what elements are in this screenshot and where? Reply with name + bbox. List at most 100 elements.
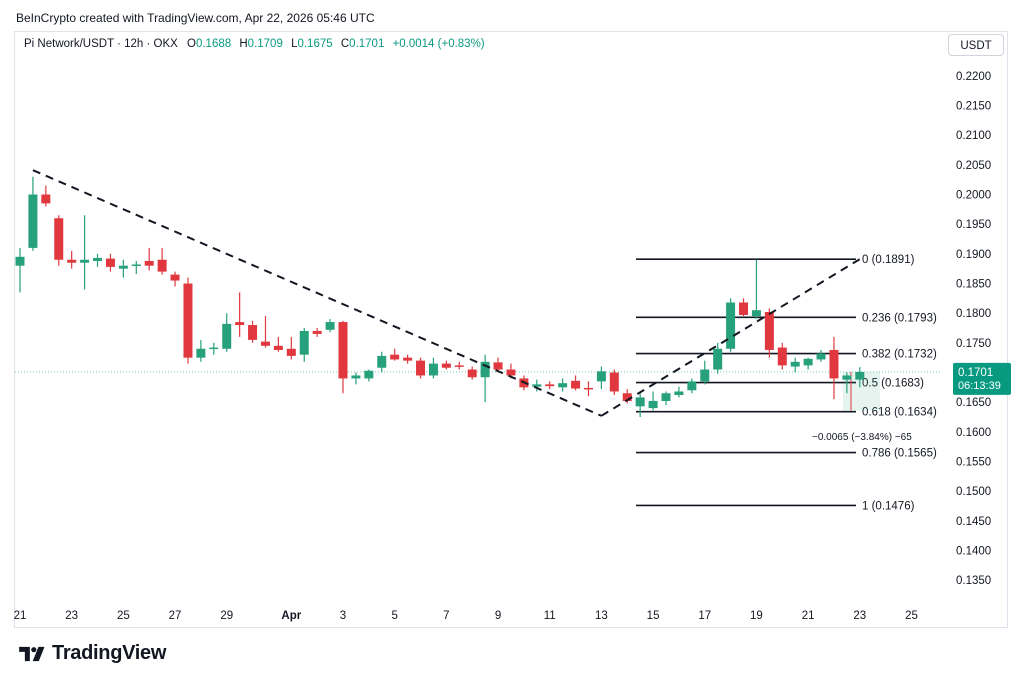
candle <box>700 369 710 382</box>
y-tick-label: 0.1500 <box>956 486 991 498</box>
x-tick-label: 21 <box>14 610 27 622</box>
fib-level-label: 0 (0.1891) <box>862 254 915 266</box>
candle <box>105 258 115 267</box>
candle <box>80 259 90 263</box>
x-tick-label: 5 <box>391 610 397 622</box>
x-tick-label: 29 <box>220 610 233 622</box>
candle <box>571 380 581 389</box>
symbol-legend[interactable]: Pi Network/USDT · 12h · OKX O0.1688 H0.1… <box>24 38 490 50</box>
candle <box>377 355 387 368</box>
candle <box>67 259 77 263</box>
x-tick-label: 23 <box>853 610 866 622</box>
symbol-title: Pi Network/USDT · 12h · OKX <box>24 38 178 50</box>
tradingview-logo-text: TradingView <box>52 642 167 664</box>
y-tick-label: 0.1550 <box>956 457 991 469</box>
candle <box>635 397 645 407</box>
x-tick-label: 3 <box>340 610 346 622</box>
candle <box>209 347 219 350</box>
candle <box>441 363 451 368</box>
candle <box>299 330 309 355</box>
currency-button[interactable]: USDT <box>948 34 1004 56</box>
x-tick-label: 25 <box>905 610 918 622</box>
candle <box>338 322 348 379</box>
close-value: 0.1701 <box>349 38 385 50</box>
x-tick-label: Apr <box>281 610 301 622</box>
candle <box>325 322 335 330</box>
candle <box>364 370 374 379</box>
x-tick-label: 9 <box>495 610 501 622</box>
fib-level-label: 0.618 (0.1634) <box>862 407 937 419</box>
fib-level-label: 0.236 (0.1793) <box>862 312 937 324</box>
candle <box>131 264 141 267</box>
candle <box>777 347 787 366</box>
candle <box>351 375 361 379</box>
candle <box>596 371 606 382</box>
candle <box>842 375 852 380</box>
candle <box>545 384 555 387</box>
candle <box>622 393 632 401</box>
candle <box>196 348 206 358</box>
candle <box>726 302 736 349</box>
low-label: L <box>291 38 298 50</box>
candle <box>661 393 671 401</box>
open-value: 0.1688 <box>195 38 232 50</box>
tradingview-logo[interactable]: TradingView <box>18 642 166 665</box>
y-tick-label: 0.2000 <box>956 190 991 202</box>
candle <box>41 194 51 204</box>
candle <box>428 363 438 376</box>
y-tick-label: 0.1850 <box>956 279 991 291</box>
fib-level-label: 1 (0.1476) <box>862 500 915 512</box>
chart-frame <box>14 31 1008 628</box>
y-tick-label: 0.1450 <box>956 516 991 528</box>
candle <box>790 361 800 367</box>
candle <box>713 348 723 370</box>
high-value: 0.1709 <box>247 38 283 50</box>
candle <box>273 345 283 350</box>
x-tick-label: 11 <box>544 610 556 622</box>
x-tick-label: 19 <box>750 610 763 622</box>
candle <box>829 349 839 379</box>
x-tick-label: 13 <box>595 610 608 622</box>
candle <box>480 361 490 378</box>
candle <box>403 357 413 361</box>
y-tick-label: 0.1900 <box>956 249 991 261</box>
y-tick-label: 0.2100 <box>956 130 991 142</box>
candle <box>687 381 697 391</box>
candle <box>648 400 658 409</box>
candle-countdown: 06:13:39 <box>958 380 1001 392</box>
candle <box>312 330 322 334</box>
candle <box>454 365 464 367</box>
candle <box>803 358 813 366</box>
x-tick-label: 21 <box>802 610 815 622</box>
last-price-badge <box>953 362 1011 395</box>
fib-level-label: 0.382 (0.1732) <box>862 349 937 361</box>
y-tick-label: 0.1800 <box>956 308 991 320</box>
close-label: C <box>340 38 350 50</box>
high-label: H <box>239 38 248 50</box>
candle <box>28 194 38 248</box>
uptrend-line <box>600 258 861 417</box>
measure-label: −0.0065 (−3.84%) −65 <box>812 432 912 443</box>
candle <box>157 259 167 272</box>
candle <box>532 384 542 387</box>
candle <box>751 310 761 317</box>
y-tick-label: 0.1400 <box>956 546 991 558</box>
downtrend-line <box>32 169 602 417</box>
candle <box>764 311 774 350</box>
candle <box>93 257 103 261</box>
x-tick-label: 25 <box>117 610 130 622</box>
x-tick-label: 23 <box>65 610 78 622</box>
change-value: +0.0014 (+0.83%) <box>392 38 485 50</box>
candle <box>467 369 477 378</box>
tradingview-logo-icon <box>19 646 45 661</box>
candle <box>118 265 128 269</box>
y-tick-label: 0.2150 <box>956 101 991 113</box>
candle <box>493 362 503 370</box>
candle <box>54 218 64 260</box>
y-tick-label: 0.2050 <box>956 160 991 172</box>
y-tick-label: 0.2200 <box>956 71 991 83</box>
candle <box>235 322 245 326</box>
candle <box>855 371 865 380</box>
candle <box>222 323 232 349</box>
